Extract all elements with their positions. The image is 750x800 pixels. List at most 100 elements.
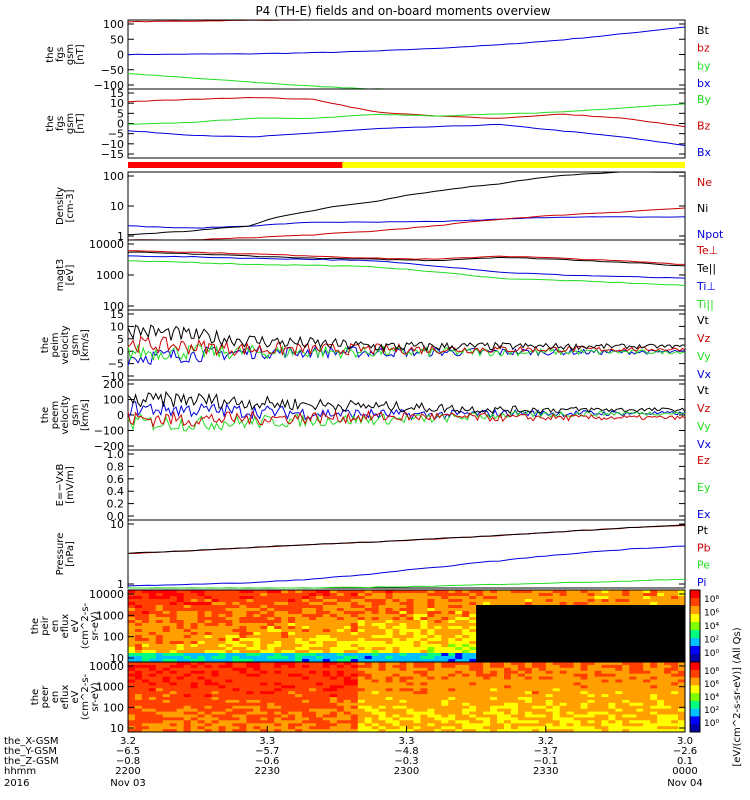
spectrogram-cell xyxy=(601,632,609,636)
spectrogram-cell xyxy=(197,691,206,695)
y-axis-label-line: the xyxy=(30,689,41,705)
spectrogram-cell xyxy=(629,653,637,657)
spectrogram-cell xyxy=(225,714,233,718)
spectrogram-cell xyxy=(343,691,352,695)
spectrogram-cell xyxy=(559,708,568,713)
spectrogram-cell xyxy=(643,659,651,663)
spectrogram-cell xyxy=(545,676,554,680)
spectrogram-cell xyxy=(399,641,407,645)
spectrogram-cell xyxy=(371,647,380,651)
spectrogram-cell xyxy=(434,717,442,721)
spectrogram-cell xyxy=(448,711,456,715)
spectrogram-cell xyxy=(538,638,547,642)
spectrogram-cell xyxy=(128,729,136,733)
spectrogram-cell xyxy=(392,667,401,672)
spectrogram-cell xyxy=(531,723,540,727)
spectrogram-cell xyxy=(413,617,421,621)
spectrogram-cell xyxy=(643,726,651,730)
spectrogram-cell xyxy=(176,691,185,695)
spectrogram-cell xyxy=(545,605,554,609)
spectrogram-cell xyxy=(587,688,595,692)
spectrogram-cell xyxy=(517,599,526,603)
spectrogram-cell xyxy=(566,720,575,724)
spectrogram-cell xyxy=(246,691,254,695)
spectrogram-cell xyxy=(490,664,498,669)
spectrogram-cell xyxy=(302,694,310,698)
spectrogram-cell xyxy=(371,608,380,612)
spectrogram-cell xyxy=(183,602,192,606)
spectrogram-cell xyxy=(469,638,477,642)
spectrogram-cell xyxy=(497,644,505,648)
spectrogram-cell xyxy=(650,699,658,704)
spectrogram-cell xyxy=(427,673,435,678)
spectrogram-cell xyxy=(225,653,233,657)
spectrogram-cell xyxy=(636,605,644,609)
spectrogram-cell xyxy=(559,623,568,627)
spectrogram-cell xyxy=(204,699,213,704)
spectrogram-cell xyxy=(197,699,206,704)
spectrogram-cell xyxy=(643,679,651,683)
spectrogram-cell xyxy=(678,647,686,651)
spectrogram-cell xyxy=(232,596,240,600)
spectrogram-cell xyxy=(657,605,665,609)
spectrogram-cell xyxy=(183,590,192,594)
spectrogram-cell xyxy=(162,711,171,715)
spectrogram-cell xyxy=(316,691,324,695)
spectrogram-cell xyxy=(538,593,547,597)
spectrogram-cell xyxy=(302,688,310,692)
spectrogram-cell xyxy=(392,650,401,654)
spectrogram-cell xyxy=(517,623,526,627)
y-axis-label-line: (cm^2-s- xyxy=(80,602,91,649)
spectrogram-cell xyxy=(559,697,568,701)
spectrogram-cell xyxy=(336,632,345,636)
spectrogram-cell xyxy=(594,590,602,594)
spectrogram-cell xyxy=(399,673,407,678)
spectrogram-cell xyxy=(483,697,491,701)
spectrogram-cell xyxy=(309,670,317,675)
spectrogram-cell xyxy=(357,635,366,639)
spectrogram-cell xyxy=(204,662,213,666)
spectrogram-cell xyxy=(420,650,428,654)
spectrogram-cell xyxy=(288,656,296,660)
spectrogram-cell xyxy=(559,714,568,718)
spectrogram-cell xyxy=(176,682,185,686)
spectrogram-cell xyxy=(559,723,568,727)
spectrogram-cell xyxy=(183,608,192,612)
spectrogram-cell xyxy=(678,608,686,612)
spectrogram-cell xyxy=(441,682,449,686)
spectrogram-cell xyxy=(483,656,491,660)
spectrogram-cell xyxy=(545,691,554,695)
spectrogram-cell xyxy=(448,694,456,698)
spectrogram-cell xyxy=(232,632,240,636)
spectrogram-cell xyxy=(267,702,275,707)
spectrogram-cell xyxy=(622,593,630,597)
spectrogram-cell xyxy=(246,647,254,651)
spectrogram-cell xyxy=(538,626,547,630)
spectrogram-cell xyxy=(441,659,449,663)
spectrogram-cell xyxy=(427,593,435,597)
y-tick-label: −10 xyxy=(101,370,124,383)
spectrogram-cell xyxy=(141,656,150,660)
spectrogram-cell xyxy=(239,679,247,683)
spectrogram-cell xyxy=(448,682,456,686)
spectrogram-cell xyxy=(622,667,630,672)
spectrogram-cell xyxy=(448,688,456,692)
spectrogram-cell xyxy=(155,590,164,594)
spectrogram-cell xyxy=(350,711,359,715)
spectrogram-cell xyxy=(350,659,359,663)
spectrogram-cell xyxy=(538,664,547,669)
spectrogram-cell xyxy=(260,599,268,603)
spectrogram-cell xyxy=(197,635,206,639)
spectrogram-cell xyxy=(622,691,630,695)
spectrogram-cell xyxy=(155,641,164,645)
spectrogram-cell xyxy=(399,590,407,594)
spectrogram-cell xyxy=(664,632,672,636)
spectrogram-cell xyxy=(601,667,609,672)
spectrogram-cell xyxy=(608,614,616,618)
spectrogram-cell xyxy=(329,667,338,672)
spectrogram-cell xyxy=(274,608,282,612)
spectrogram-cell xyxy=(462,632,470,636)
spectrogram-cell xyxy=(524,673,533,678)
spectrogram-cell xyxy=(225,617,233,621)
spectrogram-cell xyxy=(490,635,498,639)
